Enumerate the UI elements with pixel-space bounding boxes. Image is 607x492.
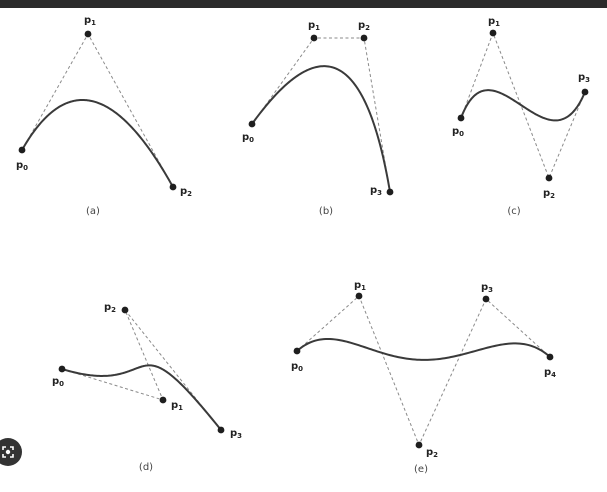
control-point-0 — [248, 120, 256, 128]
bezier-curve — [61, 364, 222, 431]
control-point-0 — [58, 365, 66, 373]
panel-e: p0 p1 p2 p3 p4 (e) — [291, 280, 556, 475]
point-label-0: p0 — [291, 361, 303, 373]
control-point-0 — [293, 347, 301, 355]
control-polygon — [296, 295, 551, 447]
point-label-0: p0 — [242, 132, 254, 144]
control-polygon — [21, 32, 174, 188]
panel-caption: (b) — [319, 206, 333, 217]
point-label-0: p0 — [452, 126, 464, 138]
panel-a: p0 p1 p2 (a) — [16, 15, 192, 217]
point-label-1: p1 — [171, 400, 183, 412]
control-point-0 — [18, 146, 26, 154]
control-point-2 — [545, 174, 553, 182]
control-polygon — [61, 309, 222, 431]
point-label-1: p1 — [354, 280, 366, 292]
control-point-0 — [457, 114, 465, 122]
control-point-3 — [581, 88, 589, 96]
lens-icon — [2, 446, 14, 458]
control-polygon — [460, 31, 586, 180]
point-label-1: p1 — [488, 16, 500, 28]
bezier-curve — [296, 337, 551, 361]
control-point-2 — [360, 34, 368, 42]
control-polygon — [251, 37, 391, 193]
control-point-1 — [310, 34, 318, 42]
point-label-1: p1 — [84, 15, 96, 27]
point-label-0: p0 — [52, 376, 64, 388]
point-label-3: p3 — [370, 185, 382, 197]
point-label-2: p2 — [426, 447, 438, 459]
point-label-3: p3 — [230, 428, 242, 440]
panel-b: p0 p1 p2 p3 (b) — [242, 20, 394, 217]
bezier-curve — [21, 98, 174, 188]
control-point-3 — [217, 426, 225, 434]
lens-button[interactable] — [0, 438, 22, 466]
control-point-1 — [159, 396, 167, 404]
top-bar — [0, 0, 607, 8]
control-point-4 — [546, 353, 554, 361]
point-label-3: p3 — [578, 72, 590, 84]
panel-caption: (c) — [507, 206, 520, 217]
bezier-curve — [251, 65, 391, 193]
point-label-4: p4 — [544, 367, 556, 379]
panel-d: p0 p1 p2 p3 (d) — [52, 302, 242, 473]
panel-c: p0 p1 p2 p3 (c) — [452, 16, 590, 217]
control-point-2 — [169, 183, 177, 191]
point-label-2: p2 — [104, 302, 116, 314]
bezier-curve — [460, 89, 586, 122]
panel-caption: (e) — [414, 464, 428, 475]
point-label-3: p3 — [481, 282, 493, 294]
panel-caption: (d) — [139, 462, 153, 473]
point-label-1: p1 — [308, 20, 320, 32]
control-point-2 — [121, 306, 129, 314]
control-point-3 — [482, 295, 490, 303]
control-point-2 — [415, 441, 423, 449]
point-label-0: p0 — [16, 160, 28, 172]
point-label-2: p2 — [543, 188, 555, 200]
panel-caption: (a) — [86, 206, 100, 217]
point-label-2: p2 — [180, 186, 192, 198]
control-point-3 — [386, 188, 394, 196]
control-point-1 — [355, 292, 363, 300]
control-point-1 — [84, 30, 92, 38]
control-point-1 — [489, 29, 497, 37]
point-label-2: p2 — [358, 20, 370, 32]
